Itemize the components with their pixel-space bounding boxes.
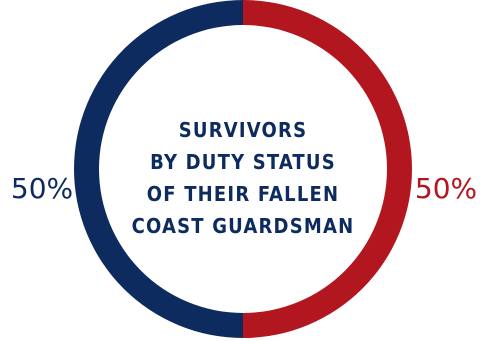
slice-label-right: 50% — [415, 172, 477, 205]
slice-label-left: 50% — [11, 172, 73, 205]
donut-slice-2 — [243, 0, 412, 338]
donut-slice-1 — [74, 0, 243, 338]
chart-title: SURVIVORS BY DUTY STATUS OF THEIR FALLEN… — [132, 118, 355, 238]
chart-title-line-3: OF THEIR FALLEN — [147, 182, 340, 206]
donut-slices — [74, 0, 412, 338]
chart-title-line-2: BY DUTY STATUS — [150, 150, 336, 174]
chart-title-line-1: SURVIVORS — [179, 118, 308, 142]
chart-title-line-4: COAST GUARDSMAN — [132, 214, 355, 238]
